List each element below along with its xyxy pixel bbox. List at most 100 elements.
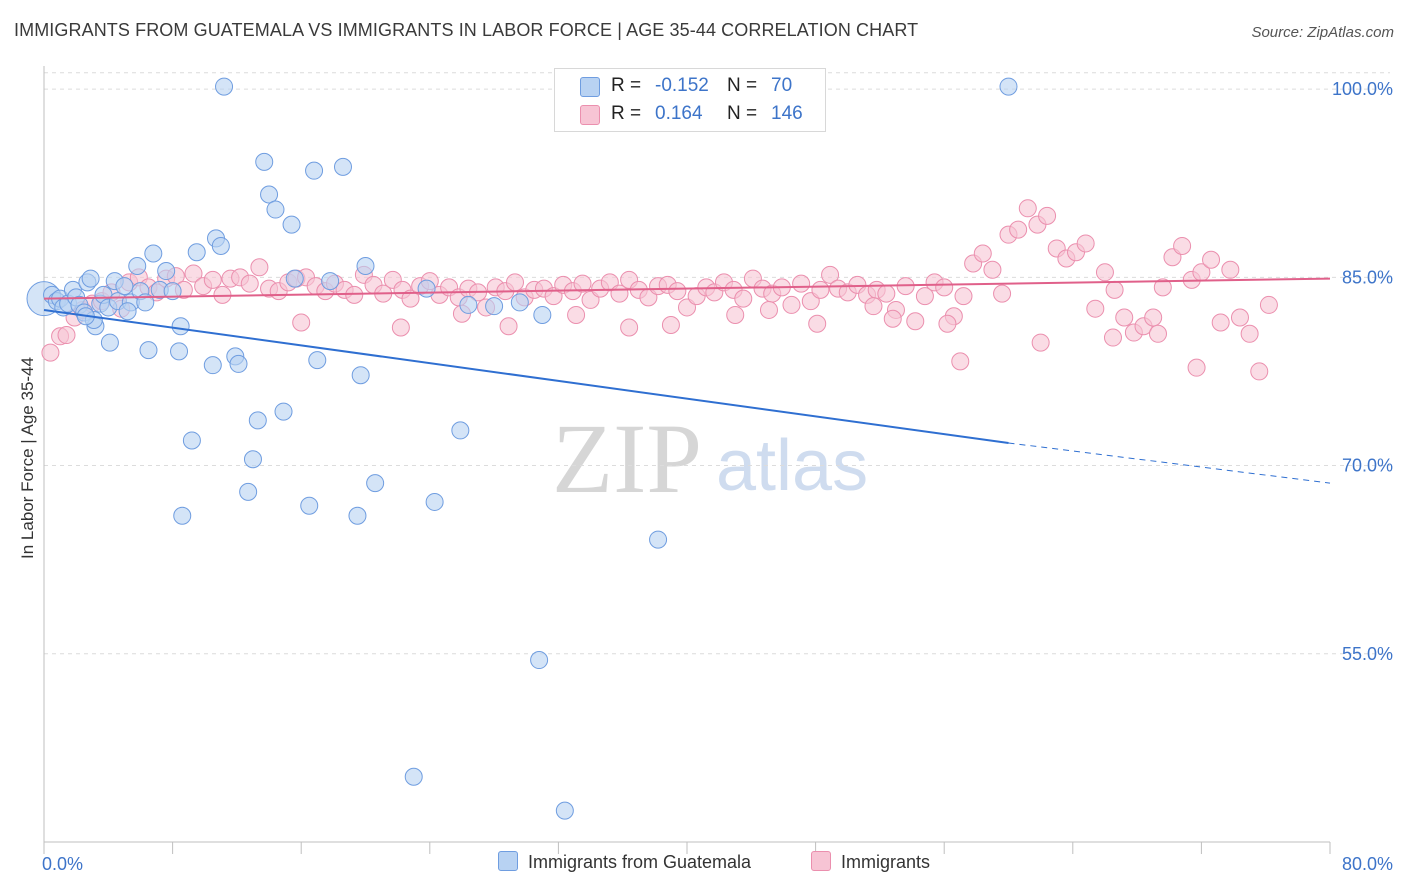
data-point-immigrants [1076, 234, 1095, 253]
data-point-immigrants [668, 282, 687, 301]
data-point-immigrants [1230, 308, 1249, 327]
y-tick-label: 100.0% [1332, 79, 1393, 99]
data-point-immigrants [1187, 358, 1206, 377]
data-point-immigrants [203, 270, 222, 289]
data-point-guatemala [171, 317, 190, 336]
data-point-guatemala [173, 506, 192, 525]
data-point-immigrants [1173, 236, 1192, 255]
data-point-immigrants [240, 274, 259, 293]
legend-row-immigrants: R = 0.164 N = 146 [555, 100, 825, 128]
data-point-immigrants [1240, 324, 1259, 343]
data-point-immigrants [983, 260, 1002, 279]
data-point-immigrants [661, 316, 680, 335]
chart-title: IMMIGRANTS FROM GUATEMALA VS IMMIGRANTS … [14, 20, 919, 40]
data-point-guatemala [260, 185, 279, 204]
data-point-immigrants [1031, 333, 1050, 352]
data-point-guatemala [100, 333, 119, 352]
data-point-guatemala [187, 243, 206, 262]
data-point-immigrants [1018, 199, 1037, 218]
trend-line-guatemala [43, 308, 1009, 444]
data-point-guatemala [81, 269, 100, 288]
legend-label-immigrants: Immigrants [841, 852, 931, 872]
legend-n-value: 146 [771, 103, 803, 124]
trend-line-immigrants [43, 277, 1331, 300]
data-point-immigrants [1086, 299, 1105, 318]
data-point-immigrants [792, 274, 811, 293]
data-point-guatemala [182, 431, 201, 450]
data-point-guatemala [285, 269, 304, 288]
data-point-immigrants [1202, 250, 1221, 269]
data-point-immigrants [1095, 263, 1114, 282]
data-point-guatemala [999, 77, 1018, 96]
legend-item-guatemala[interactable]: Immigrants from Guatemala [498, 851, 751, 873]
y-tick-labels: 55.0% 70.0% 85.0% 100.0% [1332, 79, 1393, 664]
legend-swatch-pink [811, 851, 831, 871]
data-point-immigrants [726, 305, 745, 324]
data-point-immigrants [808, 314, 827, 333]
data-point-guatemala [274, 402, 293, 421]
watermark: ZIP atlas [552, 403, 868, 514]
data-point-immigrants [935, 278, 954, 297]
data-point-guatemala [459, 295, 478, 314]
data-point-immigrants [567, 305, 586, 324]
data-point-guatemala [555, 801, 574, 820]
data-point-immigrants [1115, 308, 1134, 327]
legend-swatch-pink [580, 105, 600, 125]
data-point-immigrants [41, 343, 60, 362]
data-point-immigrants [821, 265, 840, 284]
data-point-immigrants [505, 273, 524, 292]
legend-item-immigrants[interactable]: Immigrants [811, 851, 930, 873]
data-point-immigrants [184, 264, 203, 283]
data-point-immigrants [883, 309, 902, 328]
data-point-guatemala [203, 356, 222, 375]
data-point-guatemala [243, 450, 262, 469]
data-point-guatemala [333, 157, 352, 176]
data-point-immigrants [993, 284, 1012, 303]
data-point-guatemala [305, 161, 324, 180]
data-point-guatemala [348, 506, 367, 525]
data-point-guatemala [649, 530, 668, 549]
data-point-guatemala [351, 366, 370, 385]
data-point-immigrants [1144, 308, 1163, 327]
data-point-immigrants [1221, 260, 1240, 279]
data-point-immigrants [250, 258, 269, 277]
data-point-immigrants [1211, 313, 1230, 332]
data-point-immigrants [734, 289, 753, 308]
watermark-zip: ZIP [552, 403, 702, 514]
x-tick-label: 0.0% [42, 854, 83, 874]
data-point-guatemala [139, 341, 158, 360]
data-point-guatemala [229, 354, 248, 373]
data-point-immigrants [906, 312, 925, 331]
data-point-guatemala [157, 262, 176, 281]
data-point-guatemala [404, 767, 423, 786]
data-point-immigrants [57, 326, 76, 345]
axes [43, 66, 1331, 854]
x-tick-labels: 0.0% 80.0% [42, 854, 1393, 874]
trend-line-guatemala-extension [1008, 442, 1331, 484]
data-point-guatemala [163, 282, 182, 301]
data-point-guatemala [282, 215, 301, 234]
data-point-immigrants [401, 289, 420, 308]
data-point-immigrants [1148, 324, 1167, 343]
legend-n-label: N = [727, 103, 758, 124]
data-point-guatemala [510, 293, 529, 312]
data-point-guatemala [485, 297, 504, 316]
data-point-immigrants [1105, 280, 1124, 299]
data-point-guatemala [417, 279, 436, 298]
y-tick-label: 55.0% [1342, 644, 1393, 664]
legend-r-value: 0.164 [655, 103, 703, 124]
data-point-immigrants [620, 318, 639, 337]
legend-n-label: N = [727, 75, 758, 96]
data-point-immigrants [573, 274, 592, 293]
legend-r-label: R = [611, 75, 642, 96]
data-point-guatemala [300, 496, 319, 515]
data-point-immigrants [292, 313, 311, 332]
data-point-immigrants [915, 287, 934, 306]
legend-r-label: R = [611, 103, 642, 124]
data-point-guatemala [255, 152, 274, 171]
data-point-immigrants [499, 317, 518, 336]
data-point-immigrants [954, 287, 973, 306]
data-point-immigrants [1103, 328, 1122, 347]
data-point-guatemala [366, 474, 385, 493]
